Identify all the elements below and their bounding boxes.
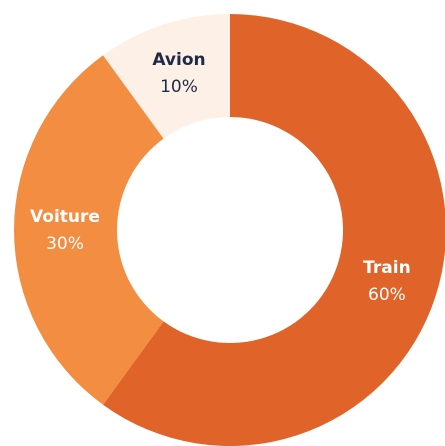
slice-value-label: 60% <box>368 285 406 305</box>
slice-name: Avion <box>152 50 205 70</box>
slice-value-label: 30% <box>46 234 84 254</box>
slice <box>13 55 164 405</box>
slice-name: Voiture <box>30 207 100 227</box>
slice-name: Train <box>363 258 411 278</box>
slice <box>103 13 230 139</box>
slice <box>103 14 445 446</box>
slice-value-label: 10% <box>160 77 198 97</box>
